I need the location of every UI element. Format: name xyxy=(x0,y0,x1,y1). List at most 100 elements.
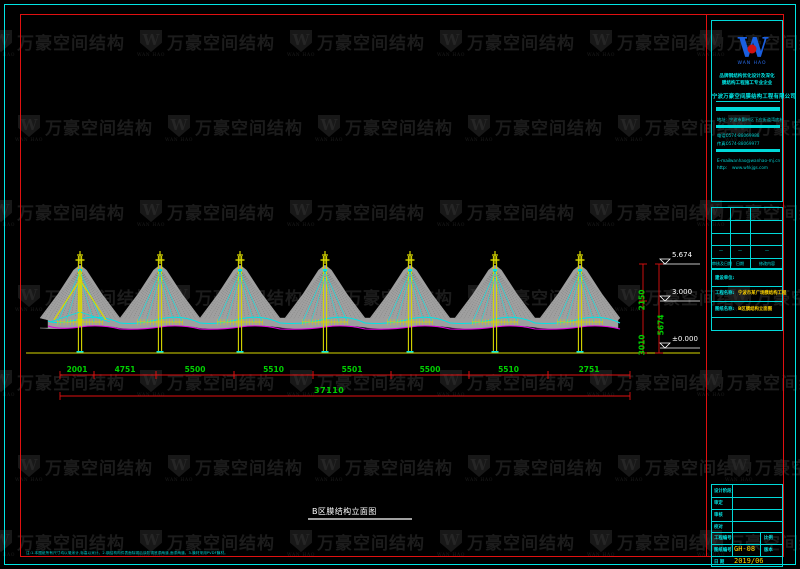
membrane-rib xyxy=(579,268,616,319)
base-plate xyxy=(491,351,499,353)
membrane-rib xyxy=(562,268,581,317)
grid-row-divider xyxy=(712,220,782,222)
membrane-rib xyxy=(579,268,603,318)
base-plate xyxy=(576,351,584,353)
tension-cable xyxy=(239,271,263,322)
membrane-rib xyxy=(39,268,81,320)
membrane-rib xyxy=(369,268,411,320)
apex-node xyxy=(408,269,412,272)
vertical-dimension-label: 3010 xyxy=(637,334,647,356)
tension-cable xyxy=(79,277,95,323)
sheet-info-value[interactable]: 2019/06 xyxy=(734,557,764,566)
membrane-rib xyxy=(383,268,411,318)
field-row-divider xyxy=(712,285,782,287)
membrane-rib xyxy=(208,268,241,319)
sheet-info-label-secondary: 版本 xyxy=(764,548,773,554)
info-row-divider xyxy=(712,520,782,522)
sheet-info-value[interactable]: GH-08 xyxy=(734,545,756,554)
approval-grid: 一 一 一审核及日期 日期 修改内容 xyxy=(711,207,783,269)
approval-cell: 一 xyxy=(738,248,742,254)
membrane-rib xyxy=(155,268,161,317)
membrane-rib xyxy=(494,268,518,318)
membrane-rib xyxy=(239,268,245,317)
drawing-title-label: B区膜结构立面图 xyxy=(312,507,377,516)
membrane-rib xyxy=(284,268,326,320)
logo-w-mark: W xyxy=(738,35,768,62)
membrane-rib xyxy=(53,268,81,318)
grid-col-divider xyxy=(750,208,751,268)
approval-cell: 一 xyxy=(765,248,769,254)
address-label: 地址: xyxy=(717,117,727,122)
info-col-divider xyxy=(732,532,733,557)
project-field-value[interactable]: B区膜结构立面图 xyxy=(738,306,773,312)
project-field-label: 建设单位: xyxy=(715,275,735,281)
membrane-rib xyxy=(307,268,326,317)
sheet-info-label: 设计阶段 xyxy=(714,488,732,494)
membrane-rib xyxy=(239,268,272,319)
title-block: W WAN HAO 品牌钢结构优化设计及深化 膜结构工程施工专业企业 宁波万豪空… xyxy=(706,14,796,567)
membrane-rib xyxy=(293,268,326,319)
project-field-value[interactable]: 宁波市某广场膜结构工程 xyxy=(738,291,787,297)
membrane-rib xyxy=(494,268,522,318)
title-block-header: W WAN HAO 品牌钢结构优化设计及深化 膜结构工程施工专业企业 宁波万豪空… xyxy=(711,20,796,202)
membrane-rib xyxy=(239,268,276,319)
membrane-rib xyxy=(387,268,411,318)
approval-cell: 修改内容 xyxy=(759,260,775,266)
apex-node xyxy=(238,269,242,272)
membrane-rib xyxy=(459,268,496,319)
membrane-rib xyxy=(159,268,196,319)
info-row-divider xyxy=(712,544,782,546)
membrane-rib xyxy=(378,268,411,319)
membrane-rib xyxy=(472,268,496,318)
outrigger-cable xyxy=(49,311,81,323)
membrane-rib xyxy=(494,268,527,319)
membrane-rib xyxy=(494,268,536,320)
tension-cable xyxy=(557,271,581,322)
membrane-rib xyxy=(128,268,161,319)
tension-cable xyxy=(137,271,161,322)
membrane-rib xyxy=(324,268,366,320)
membrane-rib xyxy=(409,268,433,318)
bay-dimension-label: 5500 xyxy=(184,365,206,374)
web-value: www.whkjgs.com xyxy=(732,165,769,170)
membrane-rib xyxy=(579,268,607,318)
elevation-triangle-icon xyxy=(659,295,671,302)
web-label: http: xyxy=(717,165,728,170)
tension-cable xyxy=(409,277,425,323)
apex-node xyxy=(323,269,327,272)
membrane-rib xyxy=(409,268,451,320)
membrane-rib xyxy=(553,268,581,318)
membrane-rib xyxy=(222,268,241,317)
membrane-rib xyxy=(324,268,357,319)
membrane-rib xyxy=(159,268,165,317)
tension-cable xyxy=(217,271,241,322)
membrane-rib xyxy=(409,268,428,317)
membrane-rib xyxy=(463,268,496,319)
base-plate xyxy=(76,351,84,353)
membrane-rib xyxy=(392,268,411,317)
project-fields: 建设单位: 工程名称: 宁波市某广场膜结构工程 图纸名称: B区膜结构立面图 xyxy=(711,269,787,331)
membrane-rib xyxy=(204,268,241,319)
company-name: 宁波万豪空间膜结构工程有限公司 xyxy=(712,94,796,100)
sheet-info-table: 设计阶段 审定 审核 校对 工程编号 比例 图纸编号 GH-08 版本日 期 2019/06 xyxy=(711,484,783,567)
base-plate xyxy=(321,351,329,353)
approval-cell: 日期 xyxy=(736,260,744,266)
info-col-divider xyxy=(760,532,761,545)
elevation-label: 5.674 xyxy=(672,251,693,259)
membrane-rib xyxy=(239,268,267,318)
sheet-outer-border xyxy=(4,4,796,565)
membrane-rib xyxy=(409,268,446,319)
membrane-rib xyxy=(548,268,581,319)
membrane-surface xyxy=(39,264,621,329)
tension-cable xyxy=(159,277,175,323)
membrane-rib xyxy=(213,268,241,318)
sheet-info-label: 审定 xyxy=(714,500,723,506)
info-row-divider xyxy=(712,496,782,498)
membrane-rib xyxy=(159,268,192,319)
field-row-divider xyxy=(712,316,782,318)
info-row-divider xyxy=(712,556,782,558)
membrane-rib xyxy=(79,268,112,319)
membrane-rib xyxy=(575,268,581,317)
bar-2 xyxy=(716,125,780,128)
membrane-rib xyxy=(124,268,161,319)
